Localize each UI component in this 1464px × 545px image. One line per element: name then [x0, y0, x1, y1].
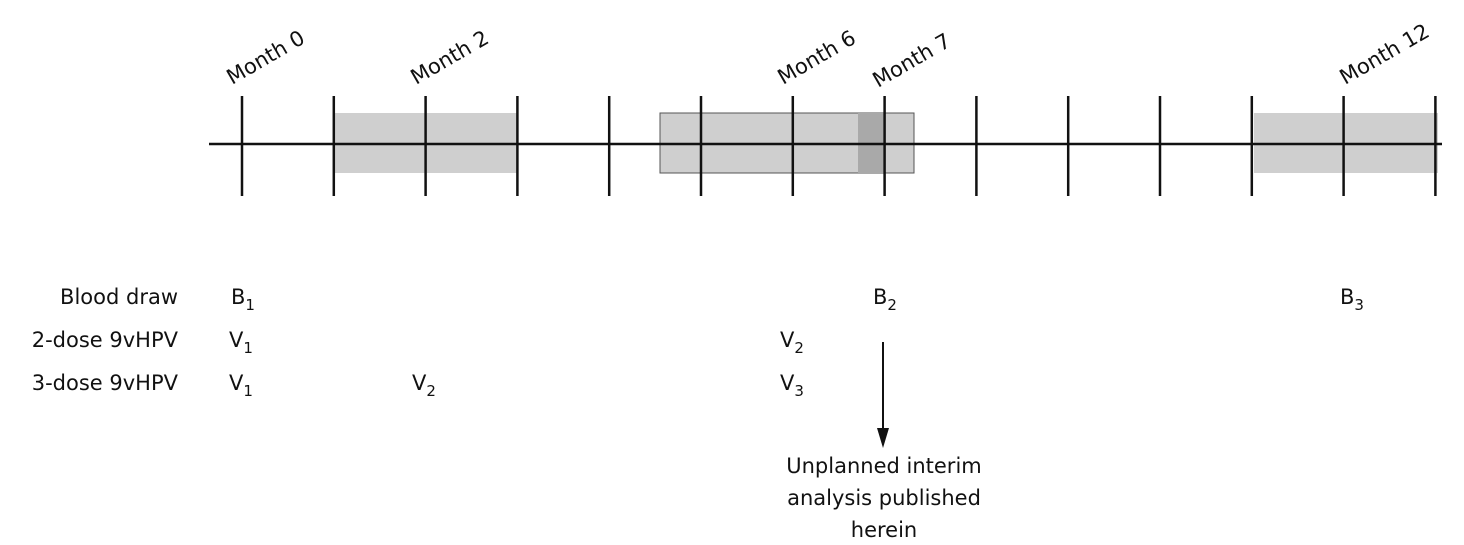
month-labels: Month 0 Month 2 Month 6 Month 7 Month 12 — [223, 19, 1434, 92]
month-label: Month 2 — [407, 26, 493, 90]
item: V3 — [780, 371, 804, 400]
item-sub: 2 — [426, 382, 436, 400]
row-labels: Blood draw 2-dose 9vHPV 3-dose 9vHPV — [32, 285, 179, 395]
item-letter: V — [780, 371, 795, 395]
item-sub: 3 — [1354, 296, 1364, 314]
row-label: 3-dose 9vHPV — [32, 371, 179, 395]
item: B2 — [873, 285, 897, 314]
item: B1 — [231, 285, 255, 314]
item-letter: V — [412, 371, 427, 395]
annotation-line: analysis published — [787, 486, 981, 510]
month-label: Month 7 — [869, 29, 955, 93]
item-sub: 1 — [243, 339, 253, 357]
row-label: 2-dose 9vHPV — [32, 328, 179, 352]
item-sub: 1 — [243, 382, 253, 400]
month-label: Month 6 — [774, 26, 860, 90]
item-letter: V — [780, 328, 795, 352]
item: V2 — [780, 328, 804, 357]
item: V2 — [412, 371, 436, 400]
month-label: Month 12 — [1336, 19, 1434, 89]
item-letter: B — [231, 285, 245, 309]
item-sub: 2 — [887, 296, 897, 314]
item-sub: 3 — [794, 382, 804, 400]
item: V1 — [229, 328, 253, 357]
annotation-line: Unplanned interim — [786, 454, 981, 478]
annotation: Unplanned interim analysis published her… — [786, 454, 981, 542]
item-letter: B — [1340, 285, 1354, 309]
item-letter: V — [229, 371, 244, 395]
schedule-items: B1 B2 B3 V1 V2 V1 V2 V3 — [229, 285, 1364, 400]
arrow-head — [877, 428, 889, 448]
item-sub: 1 — [245, 296, 255, 314]
item: V1 — [229, 371, 253, 400]
row-label: Blood draw — [60, 285, 178, 309]
ticks — [240, 96, 1437, 196]
item-letter: B — [873, 285, 887, 309]
month-label: Month 0 — [223, 26, 309, 90]
item-sub: 2 — [794, 339, 804, 357]
annotation-line: herein — [851, 518, 917, 542]
item: B3 — [1340, 285, 1364, 314]
item-letter: V — [229, 328, 244, 352]
